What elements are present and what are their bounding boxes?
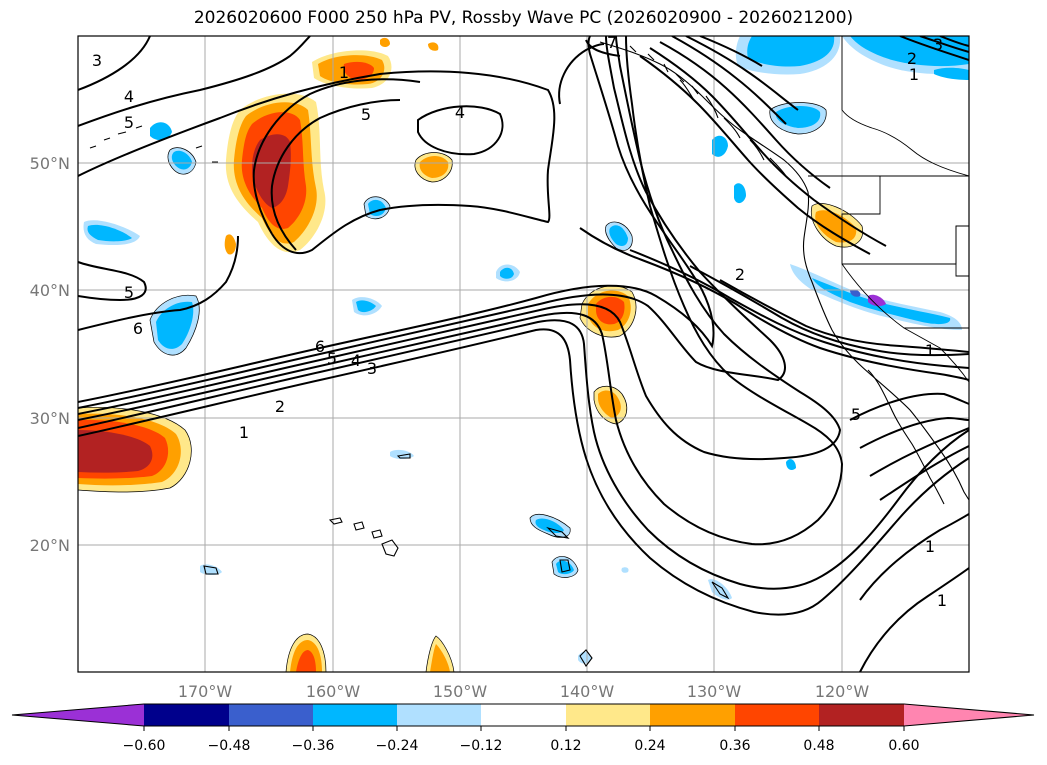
contour-label: 1	[925, 341, 935, 360]
contour-label: 5	[851, 405, 861, 424]
colorbar-bin	[313, 704, 397, 726]
colorbar-under-arrow	[12, 704, 144, 726]
coastlines	[89, 41, 969, 667]
colorbar-tick-labels: −0.60 −0.48 −0.36 −0.24 −0.12 0.12 0.24 …	[123, 738, 920, 754]
contour-label: 2	[907, 49, 917, 68]
contour-label: 5	[327, 349, 337, 368]
lat-label-20n: 20°N	[30, 536, 70, 555]
contour-label: 1	[937, 591, 947, 610]
lon-label-130w: 130°W	[687, 682, 742, 701]
lon-label-120w: 120°W	[815, 682, 870, 701]
pv-shading-outlines	[78, 102, 864, 672]
contour-label: 5	[361, 105, 371, 124]
lon-label-170w: 170°W	[178, 682, 233, 701]
colorbar-bin	[735, 704, 819, 726]
map-frame	[77, 35, 970, 673]
colorbar-tick-label: 0.36	[719, 738, 750, 754]
colorbar-tick-label: 0.48	[803, 738, 834, 754]
colorbar-tick-label: −0.24	[376, 738, 419, 754]
lat-label-50n: 50°N	[30, 154, 70, 173]
contour-labels: 3 4 5 1 5 4 7 2 1 3 5 6 6 5 4 3 2 1 2 1 …	[92, 33, 947, 610]
colorbar-bin	[397, 704, 481, 726]
contour-label: 1	[339, 63, 349, 82]
contour-label: 2	[275, 397, 285, 416]
contour-label: 4	[351, 351, 361, 370]
contour-label: 1	[925, 537, 935, 556]
colorbar-bin	[229, 704, 313, 726]
contour-label: 5	[124, 113, 134, 132]
colorbar-tick-label: −0.60	[123, 738, 166, 754]
colorbar-tick-label: −0.48	[208, 738, 251, 754]
lat-label-30n: 30°N	[30, 409, 70, 428]
colorbar-bin	[819, 704, 904, 726]
colorbar-tick-label: 0.60	[888, 738, 919, 754]
latitude-labels: 50°N 40°N 30°N 20°N	[30, 154, 70, 555]
contour-label: 3	[92, 51, 102, 70]
colorbar: −0.60 −0.48 −0.36 −0.24 −0.12 0.12 0.24 …	[11, 703, 1035, 754]
pv-contours	[78, 36, 969, 672]
contour-label: 4	[455, 103, 465, 122]
political-borders	[808, 36, 969, 383]
colorbar-bin	[566, 704, 650, 726]
colorbar-tick-label: 0.12	[550, 738, 581, 754]
lon-label-150w: 150°W	[433, 682, 488, 701]
contour-label: 6	[133, 319, 143, 338]
map-title: 2026020600 F000 250 hPa PV, Rossby Wave …	[193, 8, 854, 28]
colorbar-tick-label: −0.36	[292, 738, 335, 754]
map-background	[78, 36, 969, 672]
contour-label: 3	[933, 35, 943, 54]
contour-label: 3	[367, 359, 377, 378]
colorbar-bin	[481, 704, 566, 726]
contour-label: 4	[124, 87, 134, 106]
colorbar-over-arrow	[904, 704, 1034, 726]
colorbar-tick-label: 0.24	[634, 738, 665, 754]
contour-label: 2	[735, 265, 745, 284]
contour-label: 1	[239, 423, 249, 442]
colorbar-ticks	[143, 726, 905, 731]
lon-label-140w: 140°W	[560, 682, 615, 701]
contour-label: 6	[315, 337, 325, 356]
longitude-labels: 170°W 160°W 150°W 140°W 130°W 120°W	[178, 682, 870, 701]
contour-label: 5	[124, 283, 134, 302]
contour-label: 1	[909, 65, 919, 84]
lon-label-160w: 160°W	[306, 682, 361, 701]
lat-label-40n: 40°N	[30, 281, 70, 300]
colorbar-tick-label: −0.12	[460, 738, 503, 754]
colorbar-bin	[144, 704, 229, 726]
colorbar-bin	[650, 704, 735, 726]
contour-label: 7	[607, 33, 617, 52]
